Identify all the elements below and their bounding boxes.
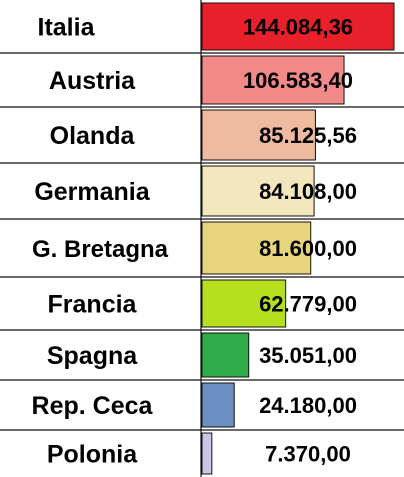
- category-label: Rep. Ceca: [32, 392, 154, 420]
- value-label: 81.600,00: [259, 236, 357, 261]
- bar: [201, 55, 345, 105]
- category-label: Austria: [49, 67, 136, 95]
- category-label: Olanda: [50, 122, 136, 150]
- value-label: 24.180,00: [259, 393, 357, 418]
- value-label: 84.108,00: [259, 179, 357, 204]
- value-label: 62.779,00: [259, 292, 357, 317]
- value-label: 7.370,00: [265, 442, 351, 467]
- category-label: Italia: [38, 14, 96, 42]
- value-label: 35.051,00: [259, 343, 357, 368]
- category-label: Francia: [48, 291, 138, 319]
- category-label: Spagna: [47, 342, 138, 370]
- bar: [201, 221, 312, 275]
- value-label: 85.125,56: [259, 123, 357, 148]
- category-label: Germania: [34, 178, 150, 206]
- bar: [201, 332, 250, 378]
- bar: [201, 165, 315, 217]
- category-label: G. Bretagna: [32, 236, 169, 263]
- bar: [201, 2, 395, 51]
- bar: [201, 279, 287, 328]
- value-label: 106.583,40: [243, 68, 353, 93]
- bar: [201, 109, 316, 161]
- bar: [201, 432, 213, 475]
- bar: [201, 382, 235, 428]
- category-label: Polonia: [47, 441, 138, 469]
- value-label: 144.084,36: [243, 15, 353, 40]
